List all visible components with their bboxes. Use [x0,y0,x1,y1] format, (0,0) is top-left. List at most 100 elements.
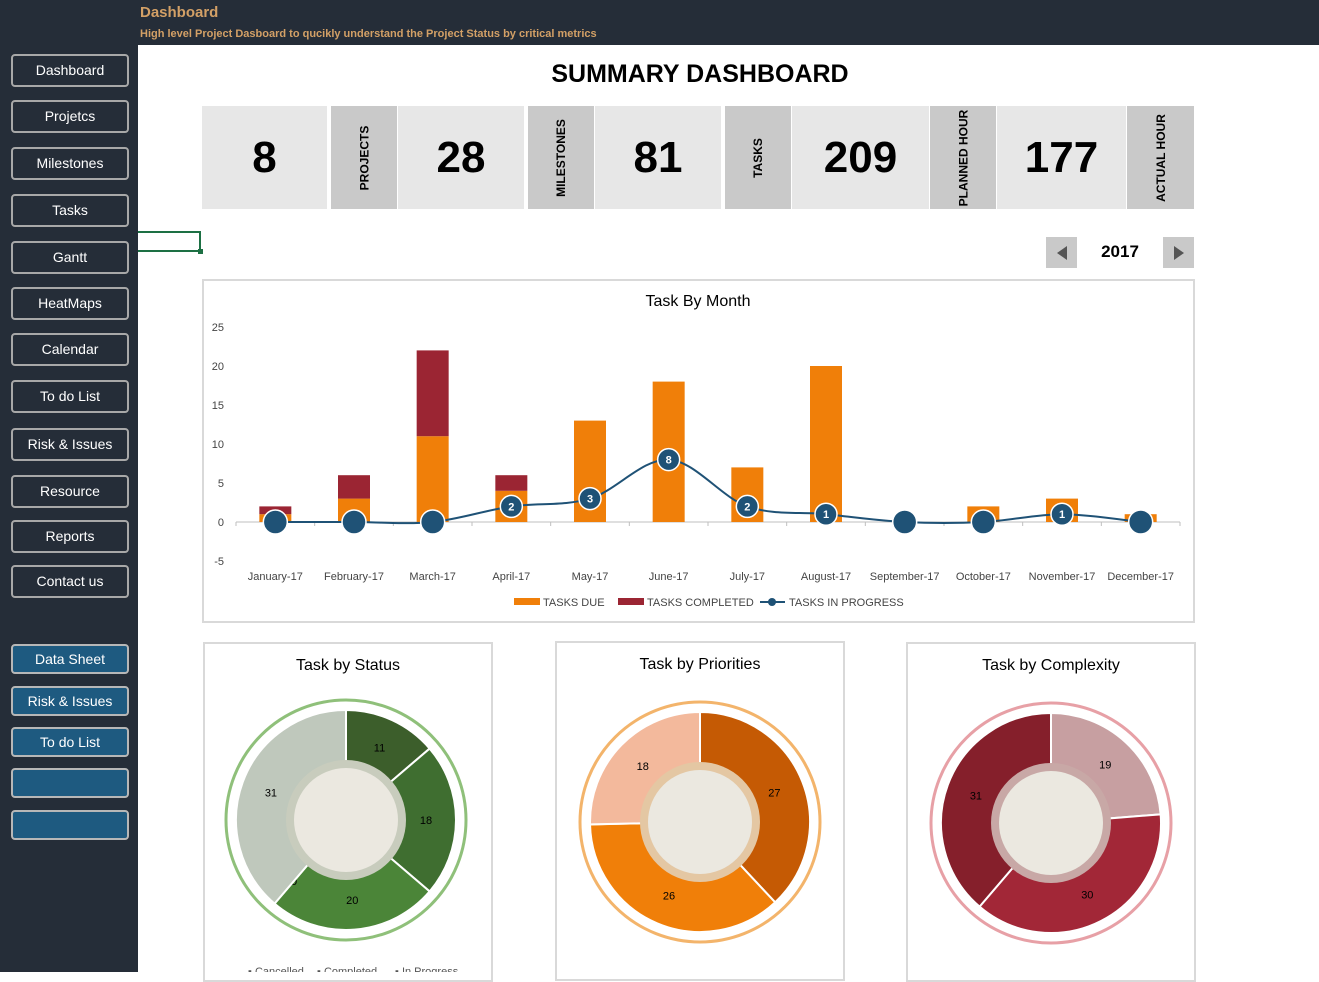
x-tick-label: December-17 [1107,571,1174,583]
kpi-tasks-label: TASKS [751,137,765,178]
kpi-planned-hour-label: PLANNED HOUR [956,109,971,206]
task-by-month-chart: Task By Month -5 0 5 10 15 20 25 January-17 Febru… [212,293,1181,609]
task-by-priorities-chart: Task by Priorities 27 26 18 [578,656,822,944]
header-bar: Dashboard High level Project Dasboard to… [0,0,1319,45]
x-tick-label: February-17 [324,571,384,583]
x-tick-label: October-17 [956,571,1011,583]
data-blank-button-2[interactable] [11,810,129,840]
nav-calendar-button[interactable]: Calendar [11,333,129,366]
x-tick-label: April-17 [492,571,530,583]
donut-data-label: 27 [768,788,780,800]
kpi-projects-value: 8 [202,106,327,209]
x-tick-label: January-17 [248,571,303,583]
x-tick-label: March-17 [409,571,455,583]
x-tick-label: August-17 [801,571,851,583]
task-by-month-panel [202,279,1195,623]
donut-data-label: 20 [346,895,358,907]
triangle-right-icon [1173,245,1184,260]
bar-tasks-completed [338,475,370,499]
y-tick-label: 0 [218,517,224,529]
point-tasks-in-progress [735,494,760,519]
donut-data-label: 19 [1099,759,1111,771]
data-label-in-progress: 1 [823,509,829,521]
donut-center [999,771,1103,875]
nav-milestones-button[interactable]: Milestones [11,147,129,180]
point-tasks-in-progress [970,509,997,535]
nav-heatmaps-button[interactable]: HeatMaps [11,287,129,320]
donut-center [294,768,398,872]
chart-title: Task by Priorities [640,656,761,673]
nav-dashboard-button[interactable]: Dashboard [11,54,129,87]
legend-marker-tasks-in-progress [768,598,776,606]
point-tasks-in-progress [1050,502,1074,526]
next-year-button[interactable] [1163,237,1194,268]
donut-data-label: 18 [637,761,649,773]
donut-data-label: 11 [374,742,385,754]
donut-outer-ring [929,701,1173,945]
nav-tasks-button[interactable]: Tasks [11,194,129,227]
data-todo-button[interactable]: To do List [11,727,129,757]
selected-cell[interactable] [138,231,203,254]
y-tick-label: 5 [218,478,224,490]
data-label-in-progress: 2 [744,501,750,513]
nav-todo-button[interactable]: To do List [11,380,129,413]
kpi-actual-hour-label: ACTUAL HOUR [1153,113,1168,202]
legend-label-tasks-in-progress: TASKS IN PROGRESS [789,597,904,609]
data-sheet-button[interactable]: Data Sheet [11,644,129,674]
fill-handle[interactable] [198,249,203,254]
y-tick-label: 10 [212,439,224,451]
data-label-in-progress: 1 [1059,509,1065,521]
legend-label: ▪ Cancelled [248,966,304,972]
chart-title: Task by Status [296,657,400,674]
point-tasks-in-progress [656,447,681,472]
bar-tasks-completed [416,350,449,437]
header-subtitle: High level Project Dasboard to qucikly u… [140,28,597,40]
nav-resource-button[interactable]: Resource [11,475,129,508]
legend-label-tasks-due: TASKS DUE [543,597,605,609]
nav-reports-button[interactable]: Reports [11,520,129,553]
kpi-planned-hour-value: 209 [792,106,929,209]
data-label-in-progress: 3 [587,494,593,506]
donut-data-label: 18 [420,815,432,827]
point-tasks-in-progress [262,509,289,535]
legend-label: ▪ Completed [317,966,377,972]
bar-tasks-due [810,366,842,522]
legend-swatch-tasks-completed [618,598,644,605]
nav-gantt-button[interactable]: Gantt [11,241,129,274]
chart-title: Task by Complexity [982,657,1120,674]
nav-projects-button[interactable]: Projetcs [11,100,129,133]
point-tasks-in-progress [578,486,602,511]
point-tasks-in-progress [419,509,446,535]
donut-center [648,770,752,874]
kpi-projects-label: PROJECTS [357,125,371,190]
task-by-status-chart: Task by Status111820031▪ Cancelled▪ Comp… [224,657,468,972]
legend-label-tasks-completed: TASKS COMPLETED [647,597,754,609]
triangle-left-icon [1056,245,1067,260]
kpi-tasks-label-cell: TASKS [725,106,791,209]
nav-contact-button[interactable]: Contact us [11,565,129,598]
bar-tasks-due [416,436,449,522]
kpi-planned-hour-label-cell: PLANNED HOUR [930,106,996,209]
point-tasks-in-progress [891,509,918,535]
data-label-in-progress: 2 [508,501,514,513]
kpi-milestones-label-cell: MILESTONES [528,106,594,209]
y-tick-label: -5 [214,556,224,568]
year-label: 2017 [1101,242,1139,261]
line-tasks-in-progress [275,458,1141,525]
x-tick-label: September-17 [870,571,940,583]
x-tick-label: June-17 [649,571,689,583]
kpi-tasks-value: 81 [595,106,721,209]
data-blank-button-1[interactable] [11,768,129,798]
point-tasks-in-progress [341,509,367,535]
nav-risk-issues-button[interactable]: Risk & Issues [11,428,129,461]
kpi-actual-hour-label-cell: ACTUAL HOUR [1127,106,1194,209]
x-tick-label: November-17 [1029,571,1096,583]
header-title: Dashboard [140,4,219,21]
bar-tasks-completed [495,475,528,491]
data-risk-issues-button[interactable]: Risk & Issues [11,686,129,716]
kpi-actual-hour-value: 177 [997,106,1126,209]
prev-year-button[interactable] [1046,237,1077,268]
point-tasks-in-progress [499,494,524,519]
y-tick-label: 15 [212,400,224,412]
summary-title: SUMMARY DASHBOARD [551,60,849,88]
